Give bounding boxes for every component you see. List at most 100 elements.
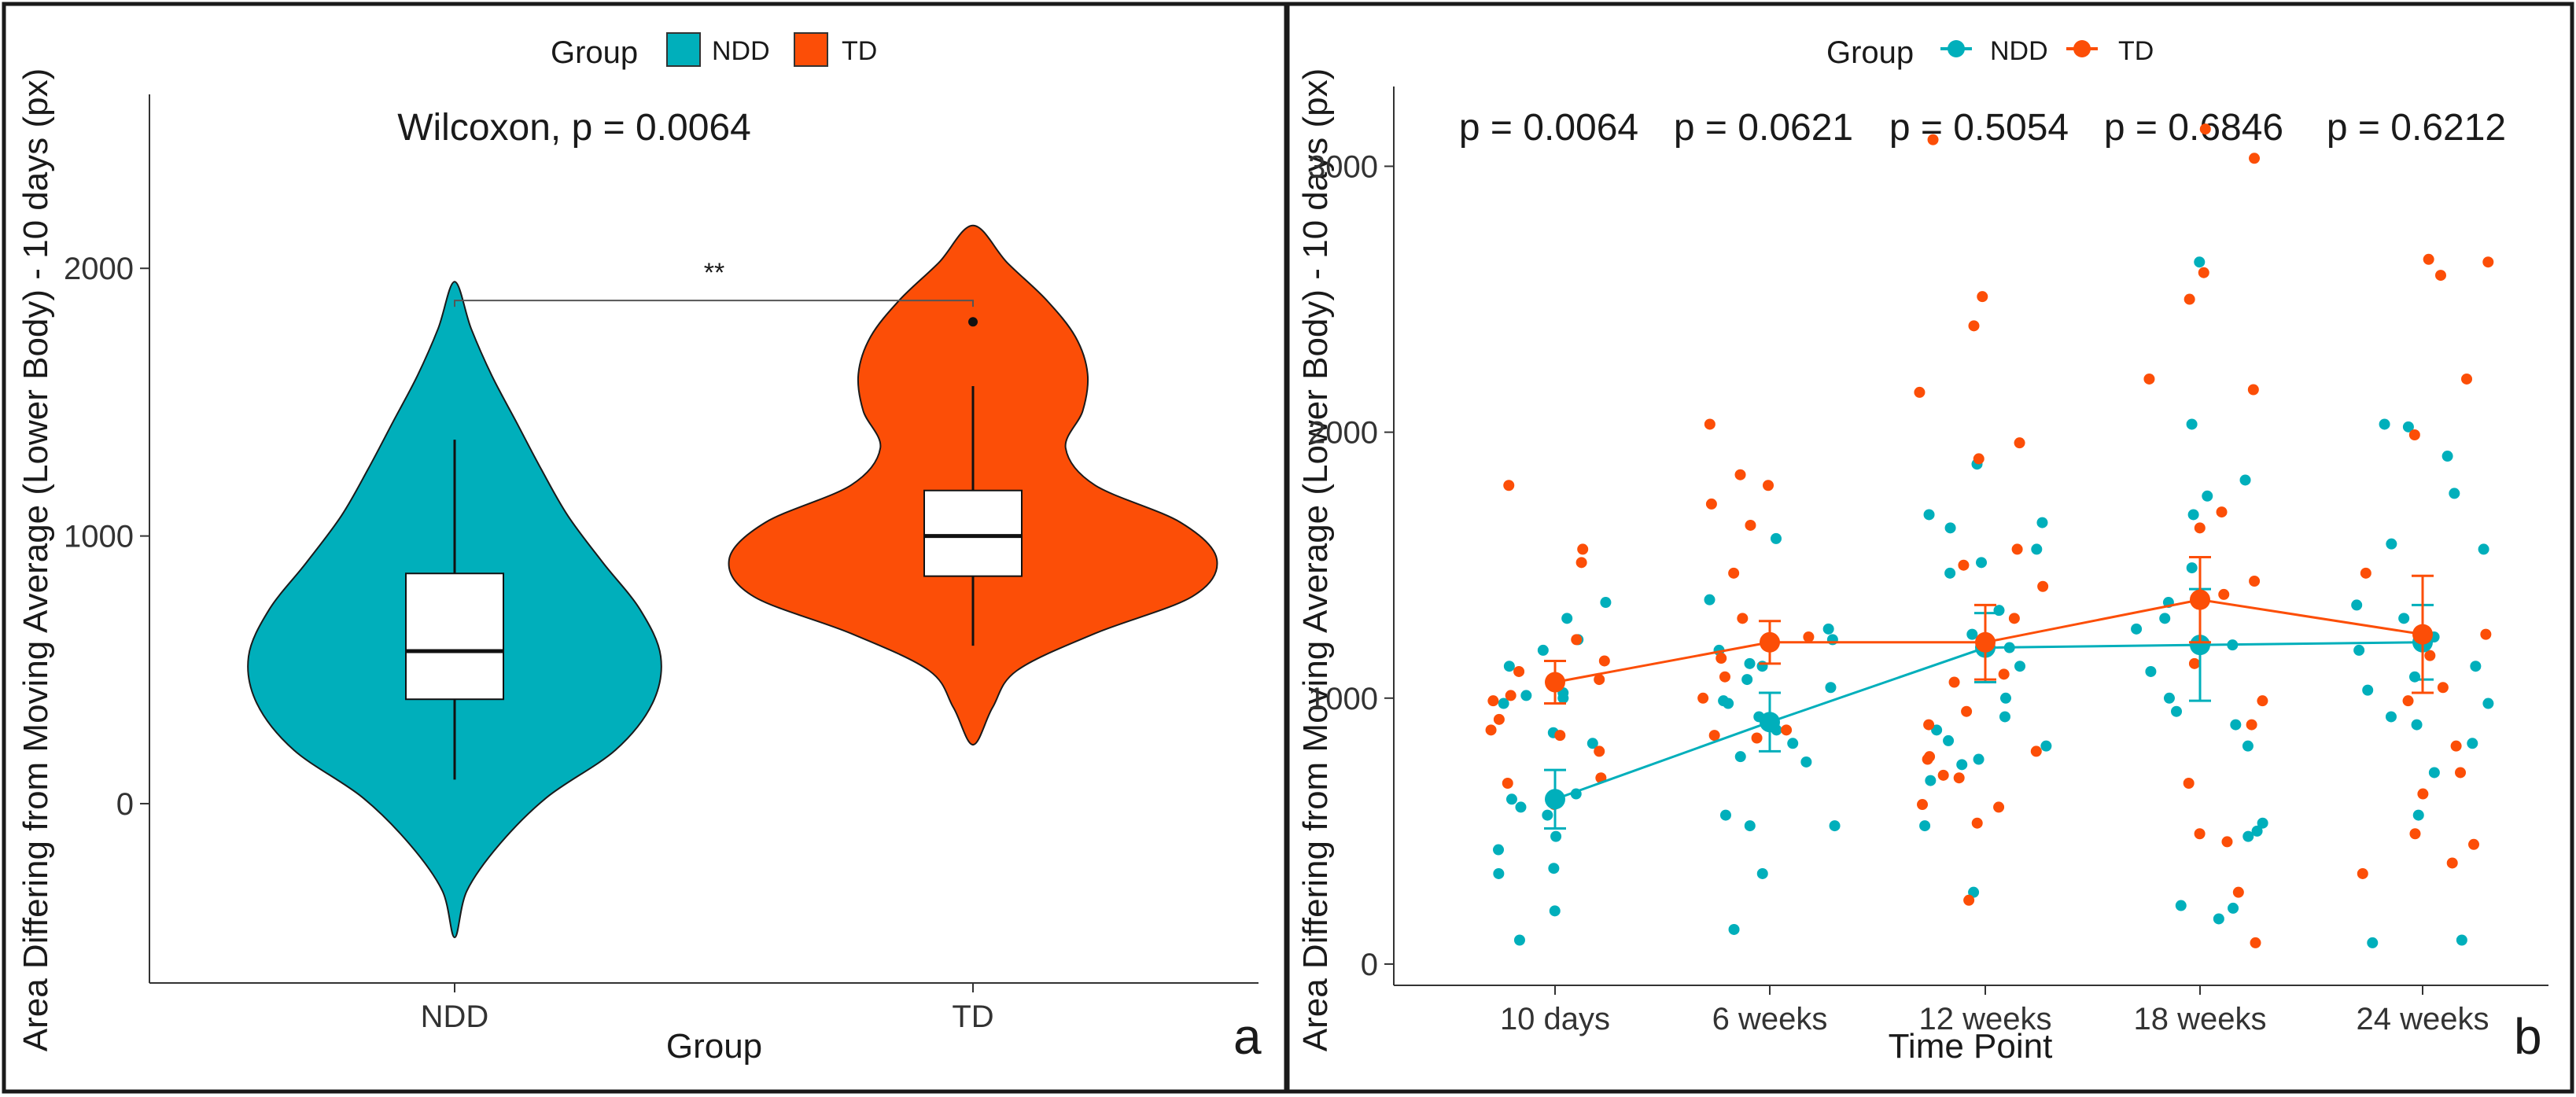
data-point-td bbox=[1704, 418, 1715, 430]
panel-letter-a: a bbox=[1233, 1008, 1262, 1065]
data-point-ndd bbox=[2014, 661, 2026, 672]
x-tick-label: 6 weeks bbox=[1712, 1002, 1828, 1036]
data-point-ndd bbox=[1734, 751, 1746, 763]
data-point-ndd bbox=[1744, 820, 1756, 832]
y-axis-label: Area Differing from Moving Average (Lowe… bbox=[1296, 68, 1335, 1051]
data-point-ndd bbox=[1976, 557, 1988, 569]
data-point-ndd bbox=[1999, 692, 2011, 704]
data-point-td bbox=[1993, 801, 2005, 813]
data-point-td bbox=[1971, 817, 1983, 829]
mean-point-td bbox=[1545, 672, 1565, 693]
legend-label-ndd: NDD bbox=[712, 36, 770, 66]
data-point-td bbox=[2257, 695, 2268, 707]
data-point-ndd bbox=[1493, 844, 1505, 856]
data-point-td bbox=[1968, 320, 1980, 332]
data-point-ndd bbox=[2239, 474, 2251, 486]
x-tick-label: NDD bbox=[421, 999, 489, 1034]
data-point-ndd bbox=[1550, 830, 1562, 842]
data-point-ndd bbox=[1787, 738, 1799, 749]
data-point-td bbox=[2249, 575, 2261, 587]
data-point-ndd bbox=[1719, 809, 1731, 821]
data-point-ndd bbox=[1756, 867, 1768, 879]
mean-point-td bbox=[2412, 624, 2433, 645]
data-point-ndd bbox=[2036, 517, 2048, 528]
data-point-ndd bbox=[1548, 863, 1560, 874]
data-point-ndd bbox=[1520, 690, 1532, 701]
data-point-td bbox=[1781, 724, 1793, 736]
data-point-td bbox=[1745, 519, 1756, 531]
box-ndd bbox=[405, 572, 504, 701]
legend-key-ndd-point bbox=[1948, 40, 1965, 57]
data-point-ndd bbox=[2251, 825, 2263, 837]
data-point-td bbox=[1708, 730, 1720, 742]
data-point-td bbox=[2188, 657, 2200, 669]
data-point-ndd bbox=[2379, 418, 2390, 430]
data-point-td bbox=[2357, 867, 2368, 879]
data-point-td bbox=[2437, 682, 2449, 694]
mean-point-ndd bbox=[2190, 635, 2210, 656]
data-point-ndd bbox=[1561, 613, 1573, 624]
outlier-point bbox=[968, 317, 978, 327]
x-tick-label: 24 weeks bbox=[2357, 1002, 2489, 1036]
data-point-ndd bbox=[1923, 509, 1935, 521]
data-point-td bbox=[1705, 498, 1717, 510]
data-point-td bbox=[2247, 384, 2259, 396]
data-point-td bbox=[1914, 386, 1926, 398]
data-point-ndd bbox=[2131, 623, 2143, 635]
x-axis-label: Time Point bbox=[1889, 1027, 2053, 1066]
data-point-td bbox=[2408, 429, 2420, 440]
data-point-ndd bbox=[2412, 809, 2424, 821]
data-point-td bbox=[2249, 153, 2261, 164]
data-point-ndd bbox=[2441, 451, 2453, 462]
data-point-td bbox=[1763, 480, 1774, 491]
data-point-ndd bbox=[2163, 692, 2175, 704]
data-point-ndd bbox=[1968, 886, 1980, 898]
data-point-ndd bbox=[2449, 488, 2460, 499]
panel-b: Group NDD TD Area Differing from Moving … bbox=[1296, 35, 2548, 1066]
mean-point-td bbox=[1975, 631, 1996, 653]
data-point-td bbox=[2423, 253, 2434, 265]
data-point-td bbox=[1594, 674, 1605, 686]
data-point-ndd bbox=[2456, 934, 2467, 946]
data-point-ndd bbox=[1587, 738, 1598, 749]
plot-area-b: 0 1000 2000 3000 10 days p = 0.0064 6 weeks p =… bbox=[1308, 87, 2548, 1036]
x-axis-label: Group bbox=[666, 1027, 762, 1066]
data-point-td bbox=[1973, 453, 1985, 465]
data-point-ndd bbox=[2228, 902, 2239, 914]
data-point-td bbox=[2232, 886, 2244, 898]
data-point-td bbox=[1502, 777, 1513, 789]
panel-a: Group NDD TD Wilcoxon, p = 0.0064 ** Are… bbox=[17, 32, 1262, 1066]
data-point-td bbox=[1487, 695, 1499, 707]
y-tick-label: 1000 bbox=[1308, 682, 1378, 716]
data-point-td bbox=[2194, 522, 2206, 534]
data-point-td bbox=[2434, 270, 2446, 282]
data-point-ndd bbox=[1756, 661, 1768, 672]
data-point-ndd bbox=[2478, 543, 2489, 555]
data-point-td bbox=[2014, 437, 2025, 449]
data-point-td bbox=[1485, 724, 1497, 736]
data-point-td bbox=[2143, 373, 2155, 385]
data-point-ndd bbox=[2171, 705, 2183, 717]
data-point-ndd bbox=[1944, 522, 1956, 534]
data-point-ndd bbox=[1993, 605, 2005, 617]
data-point-ndd bbox=[1503, 661, 1515, 672]
panel-letter-b: b bbox=[2514, 1008, 2542, 1065]
data-point-ndd bbox=[2398, 613, 2410, 624]
data-point-ndd bbox=[2186, 562, 2198, 574]
data-point-td bbox=[2221, 836, 2233, 848]
data-point-ndd bbox=[1800, 756, 1812, 768]
significance-bracket bbox=[454, 300, 974, 307]
data-point-ndd bbox=[1498, 698, 1509, 709]
y-tick-label: 1000 bbox=[64, 520, 134, 554]
data-point-td bbox=[1577, 543, 1589, 555]
mean-point-ndd bbox=[1760, 712, 1780, 733]
data-point-td bbox=[2455, 767, 2467, 779]
data-point-td bbox=[1751, 732, 1763, 744]
data-point-ndd bbox=[1600, 597, 1612, 609]
data-point-ndd bbox=[1515, 801, 1527, 813]
data-point-td bbox=[1961, 705, 1973, 717]
data-point-td bbox=[1493, 713, 1505, 725]
data-point-td bbox=[1977, 291, 1988, 303]
data-point-ndd bbox=[1744, 657, 1756, 669]
data-point-ndd bbox=[1919, 820, 1931, 832]
